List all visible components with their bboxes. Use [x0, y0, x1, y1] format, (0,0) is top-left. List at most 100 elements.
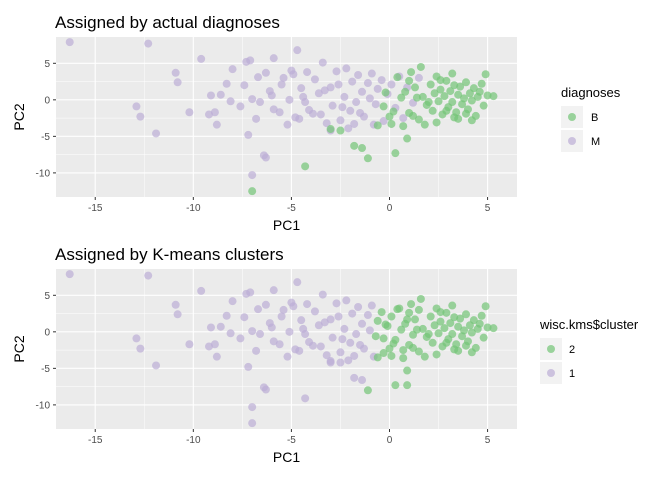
data-point — [136, 112, 145, 121]
data-point — [434, 329, 443, 338]
data-point — [285, 327, 294, 336]
data-point — [303, 300, 312, 309]
data-point — [185, 340, 194, 349]
data-point — [226, 97, 235, 106]
data-point — [440, 324, 449, 333]
data-point — [373, 121, 382, 130]
data-point — [316, 110, 325, 119]
data-point — [248, 327, 257, 336]
x-tick-label: 0 — [387, 435, 393, 446]
data-point — [338, 335, 347, 344]
legend-diagnoses: diagnoses B M — [561, 85, 621, 152]
data-point — [387, 80, 396, 89]
data-point — [418, 92, 427, 101]
data-point — [409, 111, 418, 120]
y-tick-label: -10 — [36, 168, 51, 179]
data-point — [205, 342, 214, 351]
data-point — [373, 316, 382, 325]
data-point — [226, 329, 235, 338]
data-point — [387, 119, 396, 128]
data-point — [434, 97, 443, 106]
data-point — [363, 154, 372, 163]
data-point — [403, 381, 412, 390]
data-point — [336, 126, 345, 135]
data-point — [446, 319, 455, 328]
legend-label-b: B — [591, 112, 598, 124]
data-point — [407, 68, 416, 77]
data-point — [244, 130, 253, 139]
data-point — [489, 92, 498, 101]
data-point — [65, 270, 74, 279]
data-point — [414, 347, 423, 356]
data-point — [430, 321, 439, 330]
data-point — [397, 325, 406, 334]
data-point — [136, 344, 145, 353]
data-point — [367, 301, 376, 310]
data-point — [424, 98, 433, 107]
data-point — [277, 80, 286, 89]
data-point — [328, 333, 337, 342]
data-point — [377, 76, 386, 85]
data-point — [310, 75, 319, 84]
data-point — [261, 300, 270, 309]
data-point — [301, 394, 310, 403]
data-point — [379, 334, 388, 343]
data-point — [450, 345, 459, 354]
y-axis-ticks-diagnoses: 5 0 -5 -10 — [36, 59, 56, 179]
data-point — [212, 120, 221, 129]
x-tick-label: -5 — [287, 435, 296, 446]
data-point — [461, 109, 470, 118]
data-point — [405, 76, 414, 85]
data-point — [256, 330, 265, 339]
data-point — [236, 102, 245, 111]
data-point — [322, 119, 331, 128]
data-point — [350, 141, 359, 150]
data-point — [254, 305, 263, 314]
legend-key-1 — [547, 369, 555, 377]
data-point — [373, 353, 382, 362]
data-point — [254, 73, 263, 82]
data-point — [326, 125, 335, 134]
data-point — [350, 351, 359, 360]
x-axis-title-diagnoses: PC1 — [273, 217, 300, 233]
data-point — [228, 65, 237, 74]
data-point — [414, 305, 423, 314]
data-point — [259, 151, 268, 160]
data-point — [456, 82, 465, 91]
data-point — [350, 119, 359, 128]
y-tick-label: -5 — [41, 364, 50, 375]
data-point — [475, 87, 484, 96]
data-point — [363, 386, 372, 395]
data-point — [442, 106, 451, 115]
data-point — [426, 80, 435, 89]
data-point — [483, 323, 492, 332]
points-layer-kmeans — [65, 270, 498, 428]
data-point — [295, 114, 304, 123]
data-point — [206, 323, 215, 332]
data-point — [342, 64, 351, 73]
data-point — [297, 84, 306, 93]
data-point — [336, 116, 345, 125]
data-point — [261, 68, 270, 77]
data-point — [348, 309, 357, 318]
data-point — [428, 338, 437, 347]
data-point — [401, 87, 410, 96]
data-point — [442, 338, 451, 347]
y-tick-label: 0 — [44, 95, 50, 106]
data-point — [432, 118, 441, 127]
data-point — [436, 308, 445, 317]
data-point — [320, 318, 329, 327]
data-point — [416, 294, 425, 303]
data-point — [358, 376, 367, 385]
data-point — [185, 108, 194, 117]
data-point — [354, 302, 363, 311]
data-point — [293, 278, 302, 287]
data-point — [340, 324, 349, 333]
data-point — [391, 335, 400, 344]
data-point — [436, 76, 445, 85]
y-tick-label: -5 — [41, 132, 50, 143]
data-point — [469, 316, 478, 325]
data-point — [383, 321, 392, 330]
data-point — [371, 100, 380, 109]
data-point — [212, 352, 221, 361]
